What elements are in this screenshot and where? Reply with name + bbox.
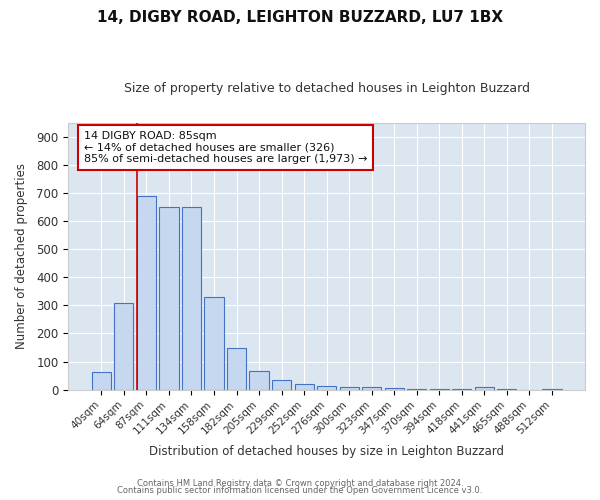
Text: Contains HM Land Registry data © Crown copyright and database right 2024.: Contains HM Land Registry data © Crown c…: [137, 478, 463, 488]
Text: Contains public sector information licensed under the Open Government Licence v3: Contains public sector information licen…: [118, 486, 482, 495]
Bar: [205, 297, 224, 390]
Bar: [317, 386, 336, 390]
Bar: [295, 384, 314, 390]
Bar: [452, 388, 472, 390]
Bar: [542, 388, 562, 390]
Bar: [362, 387, 381, 390]
Bar: [250, 372, 269, 390]
Bar: [430, 388, 449, 390]
X-axis label: Distribution of detached houses by size in Leighton Buzzard: Distribution of detached houses by size …: [149, 444, 504, 458]
Title: Size of property relative to detached houses in Leighton Buzzard: Size of property relative to detached ho…: [124, 82, 530, 96]
Bar: [497, 388, 517, 390]
Bar: [160, 207, 179, 390]
Bar: [115, 302, 133, 390]
Text: 14 DIGBY ROAD: 85sqm
← 14% of detached houses are smaller (326)
85% of semi-deta: 14 DIGBY ROAD: 85sqm ← 14% of detached h…: [84, 131, 367, 164]
Bar: [340, 387, 359, 390]
Text: 14, DIGBY ROAD, LEIGHTON BUZZARD, LU7 1BX: 14, DIGBY ROAD, LEIGHTON BUZZARD, LU7 1B…: [97, 10, 503, 25]
Y-axis label: Number of detached properties: Number of detached properties: [15, 164, 28, 350]
Bar: [182, 207, 201, 390]
Bar: [475, 388, 494, 390]
Bar: [137, 196, 156, 390]
Bar: [407, 388, 427, 390]
Bar: [385, 388, 404, 390]
Bar: [92, 372, 111, 390]
Bar: [227, 348, 246, 390]
Bar: [272, 380, 291, 390]
